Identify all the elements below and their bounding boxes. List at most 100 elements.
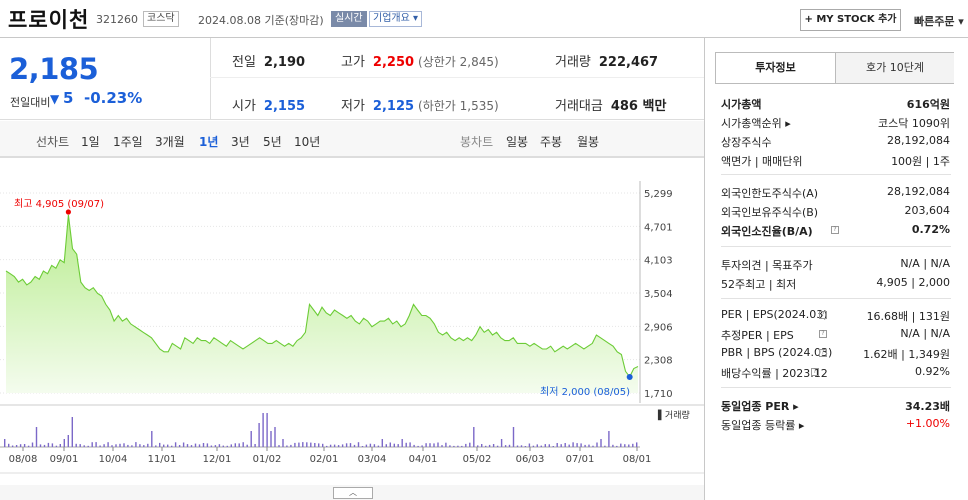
high-price: 고가 2,250 (상한가 2,845) [341, 51, 499, 70]
tab-monthly[interactable]: 월봉 [577, 135, 600, 149]
volume-bar [592, 445, 594, 447]
volume-bar [43, 444, 46, 447]
tab-hoga-10[interactable]: 호가 10단계 [835, 53, 954, 83]
volume-bar [282, 439, 284, 447]
company-overview-button[interactable]: 기업개요 ▾ [369, 11, 422, 27]
volume-bar [270, 431, 272, 447]
tab-weekly[interactable]: 주봉 [540, 135, 563, 149]
help-icon[interactable]: ? [819, 330, 827, 338]
volume-bar [234, 443, 236, 447]
tab-3y[interactable]: 3년 [231, 135, 250, 149]
info-row: 액면가 | 매매단위 100원 | 1주 [721, 153, 950, 171]
candle-chart-label: 봉차트 [460, 135, 494, 149]
volume-bar [540, 445, 542, 447]
volume-bar [477, 445, 479, 447]
tab-1d[interactable]: 1일 [81, 135, 100, 149]
volume-bar [306, 442, 308, 447]
volume-bar [222, 445, 224, 447]
info-row-value: 203,604 [904, 204, 951, 217]
volume-bar [397, 444, 399, 447]
volume-bar [115, 444, 117, 447]
lower-limit: (하한가 1,535) [418, 99, 499, 113]
volume-bar [512, 427, 515, 447]
volume-bar [492, 444, 495, 447]
volume-bar [246, 444, 248, 447]
tab-1w[interactable]: 1주일 [113, 135, 143, 149]
quick-order-button[interactable]: 빠른주문 ▾ [914, 15, 964, 28]
realtime-badge[interactable]: 실시간 [331, 11, 367, 27]
info-row-label: 동일업종 PER ▸ [721, 400, 799, 413]
volume-bar [389, 442, 391, 447]
volume-bar [131, 445, 133, 447]
info-row-value: 28,192,084 [887, 185, 950, 198]
volume-bar [524, 446, 527, 447]
trade-amount: 거래대금 486 백만 [555, 95, 666, 114]
info-row-label: 추정PER | EPS [721, 329, 794, 342]
info-row: 외국인보유주식수(B) 203,604 [721, 204, 950, 222]
stock-name: 프로이천 [8, 8, 90, 32]
volume-bar [544, 444, 546, 447]
volume-bar [401, 439, 403, 447]
prev-close-label: 전일 [232, 55, 256, 70]
volume-bar [178, 445, 181, 447]
volume-bar [99, 445, 101, 447]
volume-bar [250, 431, 252, 447]
volume-bar [496, 445, 499, 447]
investment-info-panel: 투자정보 호가 10단계 시가총액 616억원 시가총액순위 ▸ 코스닥 1090위 상… [704, 38, 968, 500]
collapse-chart-button[interactable]: ︿ [333, 487, 373, 499]
x-tick-label: 08/08 [9, 454, 38, 465]
volume-bar [624, 444, 626, 447]
tab-daily[interactable]: 일봉 [506, 135, 529, 149]
help-icon[interactable]: ? [831, 226, 839, 234]
volume-bar [572, 442, 574, 447]
info-row-value: 1.62배 | 1,349원 [863, 348, 950, 361]
price-chart[interactable]: 5,299 4,701 4,103 3,504 2,906 2,308 1,710 08/08… [0, 157, 704, 500]
tab-1y[interactable]: 1년 [199, 135, 219, 149]
volume-bar [59, 444, 61, 447]
low-value: 2,125 [372, 99, 415, 114]
tab-investment-info[interactable]: 투자정보 [716, 53, 835, 83]
volume-bar [437, 442, 439, 447]
help-icon[interactable]: ? [811, 368, 819, 376]
volume-bar [242, 442, 244, 447]
low-price: 저가 2,125 (하한가 1,535) [341, 95, 499, 114]
volume-bar [194, 443, 197, 447]
tab-5y[interactable]: 5년 [263, 135, 282, 149]
tab-3m[interactable]: 3개월 [155, 135, 185, 149]
y-tick-label: 3,504 [644, 289, 673, 300]
volume-bar [628, 444, 630, 447]
compare-label: 전일대비 [10, 96, 51, 109]
volume-bar [290, 444, 292, 447]
volume-bar [174, 442, 177, 447]
base-date: 2024.08.08 기준(장마감) [198, 14, 324, 27]
divider [210, 38, 211, 119]
y-tick-label: 4,103 [644, 256, 673, 267]
info-row: 동일업종 PER ▸ 34.23배 [721, 398, 950, 416]
y-tick-label: 2,308 [644, 356, 673, 367]
volume-bar [373, 444, 376, 447]
volume-bar [465, 443, 467, 447]
info-row-label: 시가총액 [721, 98, 762, 111]
info-row-label: PBR | BPS (2024.03) [721, 346, 833, 359]
tab-10y[interactable]: 10년 [294, 135, 321, 149]
info-row-label: 외국인한도주식수(A) [721, 187, 819, 200]
help-icon[interactable]: ? [819, 349, 827, 357]
info-row: 동일업종 등락률 ▸ +1.00% [721, 417, 950, 435]
info-row-value: 4,905 | 2,000 [876, 276, 950, 289]
volume-bar [95, 442, 97, 447]
high-label: 고가 [341, 55, 365, 70]
volume-bar [413, 444, 415, 447]
volume-label: 거래량 [555, 55, 591, 70]
compare-value: 5 [63, 89, 74, 107]
high-value: 2,250 [372, 55, 415, 70]
info-row-label: 배당수익률 | 2023.12 [721, 367, 828, 380]
volume-bar [31, 442, 34, 447]
add-my-stock-button[interactable]: + MY STOCK 추가 [800, 9, 901, 31]
stock-code: 321260 [96, 13, 138, 26]
volume-bar [568, 444, 570, 447]
volume-bar [23, 444, 26, 447]
market-badge: 코스닥 [143, 11, 179, 27]
volume-bar [469, 442, 471, 447]
volume-value: 222,467 [598, 55, 659, 70]
help-icon[interactable]: ? [819, 311, 827, 319]
